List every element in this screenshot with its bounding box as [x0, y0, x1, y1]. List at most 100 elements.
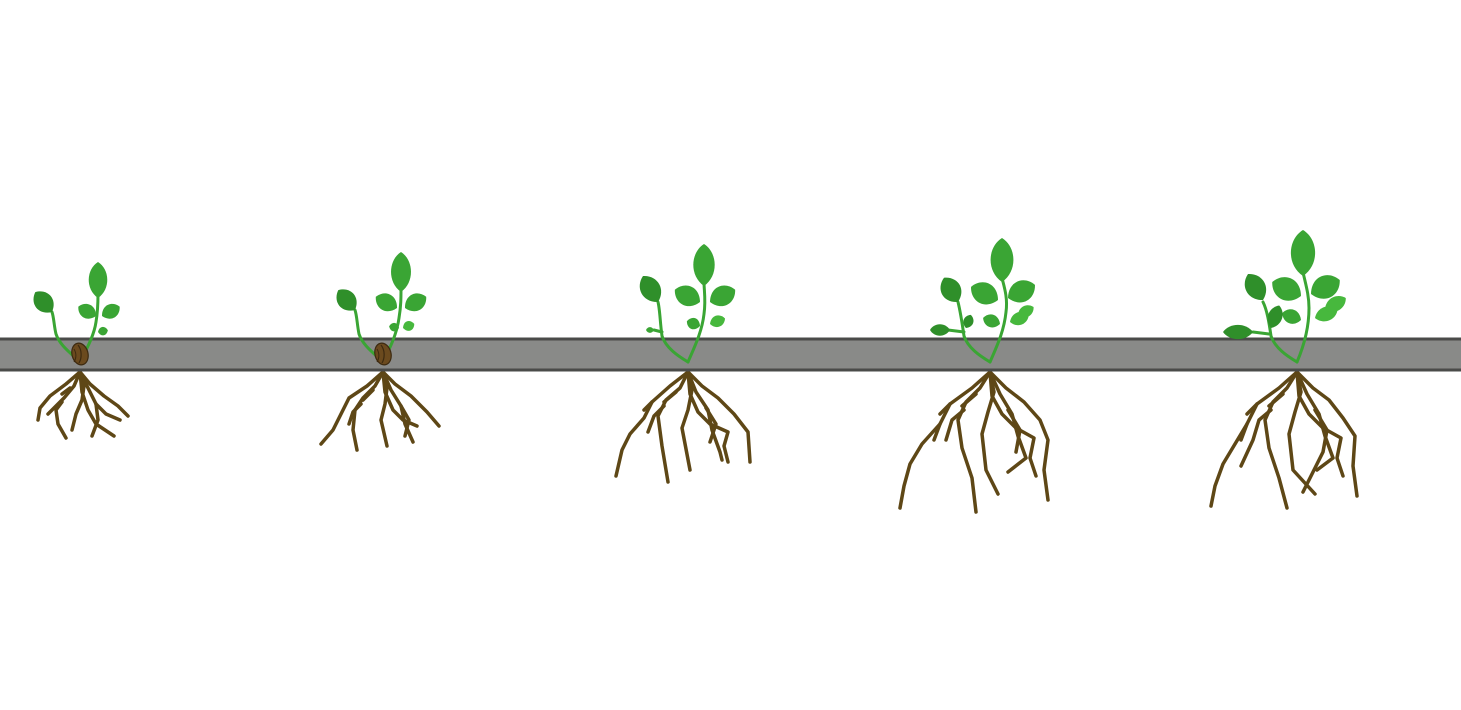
plant-2-root — [399, 404, 411, 438]
seed-line — [380, 344, 385, 364]
plant-5-stem — [1295, 270, 1311, 364]
plant-1-leaf — [33, 291, 54, 313]
plant-1-root — [54, 400, 68, 440]
plant-5-stem — [1251, 330, 1271, 336]
plant-4-leaf — [983, 314, 1000, 328]
plant-5-leaf — [1290, 230, 1316, 276]
plant-1-leaf — [78, 303, 97, 319]
plant-4-root — [938, 402, 952, 416]
plant-3-root — [662, 390, 678, 404]
plant-5-root — [1209, 370, 1299, 508]
plant-2-leaf — [391, 252, 411, 292]
plant-5-leaf — [1244, 274, 1267, 301]
plant-5-roots — [1209, 370, 1359, 510]
plant-1-root — [60, 386, 72, 396]
plant-3-stem — [656, 300, 690, 364]
plant-1-roots — [36, 370, 130, 440]
plant-3-root — [646, 404, 666, 434]
plant-5-leaf — [1282, 309, 1301, 324]
plant-4-stem — [946, 328, 966, 334]
plant-4-shoot — [930, 238, 1035, 364]
plant-2-leaf — [375, 293, 398, 312]
plant-4-root — [898, 370, 992, 510]
plant-5-root — [1267, 392, 1285, 408]
plant-1-leaf — [101, 303, 120, 319]
plant-1-leaf — [98, 326, 108, 336]
plant-5-leaf — [1267, 305, 1283, 328]
shoots-layer — [33, 230, 1346, 366]
plant-4-root — [980, 370, 1000, 496]
plant-2-root — [381, 370, 441, 428]
plant-5-leaf — [1272, 277, 1301, 301]
plant-3-root — [686, 370, 730, 464]
plant-4-leaf — [1008, 280, 1035, 303]
plant-5-root — [1239, 408, 1273, 468]
plant-2-root — [319, 370, 385, 446]
plant-5-leaf — [1223, 324, 1253, 340]
plant-2-root — [347, 402, 363, 426]
plant-5-leaf — [1311, 275, 1340, 299]
plant-4-leaf — [940, 277, 962, 303]
plant-4-roots — [898, 370, 1050, 514]
plant-3-leaf — [639, 276, 662, 303]
plant-4-root — [960, 392, 978, 408]
plant-2-leaf — [404, 293, 427, 312]
plant-4-leaf — [1017, 305, 1034, 318]
plant-5-root — [1287, 370, 1317, 496]
seed-line — [376, 348, 380, 363]
plant-5-root — [1263, 370, 1299, 510]
plant-5-root — [1301, 408, 1329, 494]
plant-1-root — [46, 370, 82, 416]
plant-3-leaf — [686, 317, 700, 330]
plant-2-seed — [374, 342, 392, 366]
plant-2-leaf — [336, 289, 357, 311]
plant-3-root — [614, 370, 690, 478]
plant-4-leaf — [971, 282, 998, 305]
plant-1-root — [78, 370, 116, 438]
plant-3-leaf — [693, 244, 715, 286]
plant-4-root — [932, 422, 942, 442]
plant-4-root — [944, 408, 966, 442]
plant-3-roots — [614, 370, 752, 484]
roots-layer — [36, 370, 1359, 514]
plant-1-shoot — [33, 262, 120, 366]
plant-3-root — [704, 406, 718, 444]
plant-4-root — [1006, 408, 1022, 454]
plant-3-root — [642, 400, 654, 412]
plant-3-shoot — [639, 244, 736, 364]
plant-4-leaf — [930, 324, 950, 336]
plant-2-root — [361, 388, 375, 402]
plant-2-shoot — [336, 252, 427, 366]
plant-4-root — [956, 370, 992, 514]
plant-3-root — [686, 370, 724, 462]
plant-3-leaf — [674, 285, 700, 307]
plant-4-leaf — [990, 238, 1014, 282]
seed-line — [73, 348, 77, 363]
plant-2-roots — [319, 370, 441, 452]
plant-1-seed — [71, 342, 89, 366]
plant-1-root — [94, 402, 122, 422]
plant-3-root — [686, 370, 752, 464]
plant-5-stem — [1261, 300, 1299, 364]
plant-5-root — [1245, 402, 1259, 416]
plant-3-stem — [686, 280, 707, 364]
plant-5-shoot — [1223, 230, 1346, 364]
plant-5-root — [1295, 370, 1359, 498]
plant-1-root — [78, 370, 130, 418]
soil-strip — [0, 337, 1461, 372]
plant-4-root — [988, 370, 1038, 478]
plant-1-root — [36, 370, 82, 422]
plant-3-leaf — [710, 315, 726, 328]
plant-5-leaf — [1325, 295, 1346, 312]
plant-2-leaf — [389, 322, 399, 332]
plant-3-stem — [652, 328, 664, 334]
plant-4-leaf — [963, 314, 974, 328]
plant-4-stem — [988, 276, 1008, 364]
plant-3-leaf — [710, 285, 736, 307]
plant-5-root — [1239, 422, 1249, 442]
plant-4-root — [988, 370, 1050, 502]
seed-line — [77, 344, 82, 364]
plant-2-leaf — [403, 320, 415, 331]
plant-3-leaf — [646, 327, 654, 333]
